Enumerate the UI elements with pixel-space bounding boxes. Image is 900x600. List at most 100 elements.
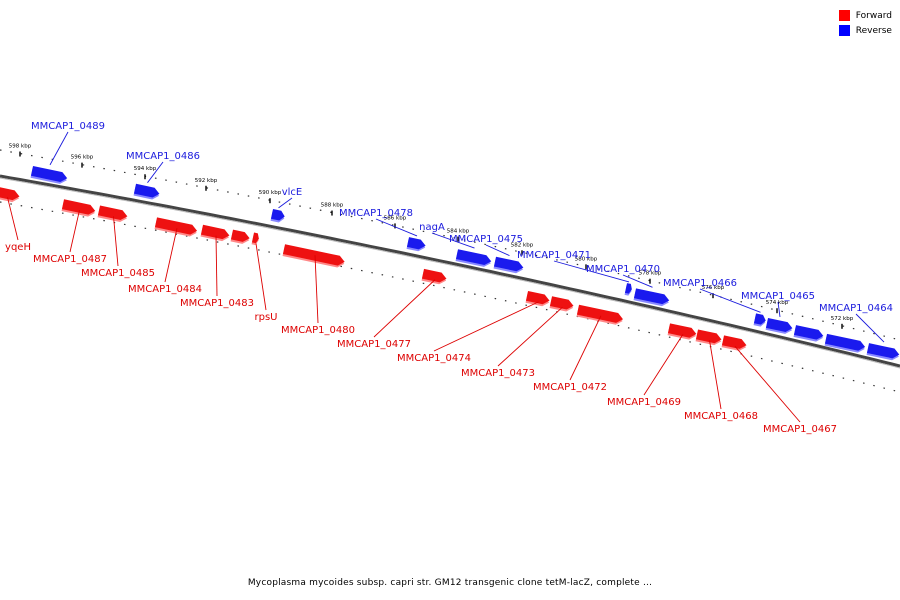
- reverse-gene-2: [270, 208, 285, 223]
- reverse-gene-10: [793, 325, 824, 342]
- tick-label: 598 kbp: [9, 144, 32, 150]
- forward-label-11: MMCAP1_0469: [607, 397, 681, 408]
- reverse-gene-10-body: [793, 325, 824, 340]
- reverse-label-8: MMCAP1_0466: [663, 278, 737, 289]
- forward-gene-13-body: [695, 329, 722, 344]
- forward-label-10-leader: [569, 315, 602, 381]
- forward-gene-11-body: [576, 304, 624, 323]
- forward-label-0-leader: [7, 197, 19, 241]
- forward-gene-6-body: [251, 232, 259, 244]
- forward-gene-8-body: [421, 268, 447, 283]
- reverse-label-10-leader: [855, 313, 885, 343]
- reverse-gene-0: [30, 165, 68, 184]
- tick-label: 582 kbp: [511, 242, 534, 248]
- forward-label-10: MMCAP1_0472: [533, 382, 607, 393]
- legend-reverse: Reverse: [838, 23, 892, 38]
- forward-gene-4-body: [200, 224, 230, 240]
- reverse-gene-7-body: [633, 288, 670, 305]
- reverse-gene-4: [455, 249, 492, 267]
- forward-gene-5: [230, 229, 250, 244]
- reverse-label-2: vlcE: [282, 187, 303, 198]
- forward-label-9: MMCAP1_0473: [461, 368, 535, 379]
- reverse-gene-5: [493, 256, 524, 274]
- tick-label: 596 kbp: [71, 155, 94, 161]
- tick-label: 578 kbp: [639, 271, 662, 277]
- legend-forward-swatch: [838, 10, 850, 21]
- upper-scale-track: [0, 149, 900, 341]
- forward-gene-3: [154, 217, 198, 237]
- forward-label-8: MMCAP1_0474: [397, 353, 471, 364]
- forward-label-11-leader: [643, 334, 684, 396]
- reverse-label-5: MMCAP1_0475: [449, 234, 523, 245]
- forward-gene-2-body: [97, 205, 128, 221]
- legend-forward-label: Forward: [855, 10, 892, 21]
- backbone-shadow: [0, 177, 900, 369]
- map-caption: Mycoplasma mycoides subsp. capri str. GM…: [247, 578, 653, 588]
- reverse-gene-8-body: [753, 313, 766, 325]
- reverse-label-3-leader: [375, 218, 418, 237]
- forward-label-5: rpsU: [255, 312, 278, 323]
- forward-gene-10: [549, 296, 574, 312]
- reverse-label-6: MMCAP1_0471: [517, 250, 591, 261]
- forward-gene-13: [695, 329, 722, 346]
- reverse-gene-4-body: [455, 249, 492, 265]
- reverse-label-9: MMCAP1_0465: [741, 291, 815, 302]
- reverse-label-3: MMCAP1_0478: [339, 208, 413, 219]
- reverse-label-9-leader: [777, 301, 781, 317]
- forward-gene-12-body: [667, 323, 697, 338]
- forward-gene-9-body: [525, 291, 550, 305]
- forward-gene-9: [525, 291, 550, 307]
- forward-gene-1: [61, 199, 96, 217]
- reverse-label-0-leader: [49, 131, 69, 166]
- labels-layer: MMCAP1_0489 MMCAP1_0486 vlcE MMCAP1_0478nag…: [5, 121, 893, 435]
- reverse-gene-7: [633, 288, 670, 307]
- reverse-label-2-leader: [278, 197, 293, 209]
- reverse-label-4: nagA: [419, 222, 445, 233]
- forward-label-7: MMCAP1_0477: [337, 339, 411, 350]
- forward-label-13: MMCAP1_0467: [763, 424, 837, 435]
- forward-label-9-leader: [497, 306, 563, 367]
- reverse-label-1: MMCAP1_0486: [126, 151, 200, 162]
- forward-label-4-leader: [215, 235, 218, 297]
- forward-label-2-leader: [113, 216, 119, 267]
- reverse-gene-6-body: [624, 283, 632, 294]
- legend: Forward Reverse: [838, 8, 892, 38]
- reverse-gene-0-body: [30, 165, 68, 182]
- reverse-gene-12: [866, 343, 900, 361]
- forward-label-6: MMCAP1_0480: [281, 325, 355, 336]
- forward-label-0: yqeH: [5, 242, 31, 253]
- forward-label-7-leader: [373, 279, 436, 338]
- forward-gene-3-body: [154, 217, 198, 235]
- forward-label-1-leader: [69, 210, 80, 253]
- tick-label: 574 kbp: [766, 300, 789, 306]
- forward-gene-6: [251, 232, 259, 246]
- forward-gene-10-body: [549, 296, 574, 310]
- backbone-line: [0, 174, 900, 368]
- forward-label-4: MMCAP1_0483: [180, 298, 254, 309]
- reverse-label-7: MMCAP1_0470: [586, 264, 660, 275]
- reverse-label-8-leader: [699, 288, 761, 313]
- forward-gene-14-body: [721, 335, 747, 349]
- forward-label-2: MMCAP1_0485: [81, 268, 155, 279]
- forward-gene-12: [667, 323, 697, 340]
- tick-label: 594 kbp: [134, 166, 157, 172]
- reverse-label-1-leader: [147, 161, 164, 183]
- tick-label: 590 kbp: [259, 190, 282, 196]
- reverse-gene-1-body: [133, 183, 160, 198]
- reverse-gene-6: [624, 283, 632, 296]
- forward-gene-7-body: [282, 244, 345, 266]
- tick-label: 588 kbp: [321, 203, 344, 209]
- reverse-label-7-leader: [622, 274, 653, 288]
- reverse-gene-11-body: [824, 333, 866, 351]
- reverse-label-0: MMCAP1_0489: [31, 121, 105, 132]
- reverse-label-5-leader: [485, 244, 510, 257]
- reverse-gene-8: [753, 313, 766, 327]
- forward-label-12: MMCAP1_0468: [684, 411, 758, 422]
- reverse-gene-12-body: [866, 343, 900, 359]
- legend-reverse-label: Reverse: [855, 25, 892, 36]
- reverse-gene-11: [824, 333, 866, 353]
- reverse-gene-9: [765, 318, 793, 334]
- forward-gene-7: [282, 244, 345, 268]
- forward-gene-4: [200, 224, 230, 242]
